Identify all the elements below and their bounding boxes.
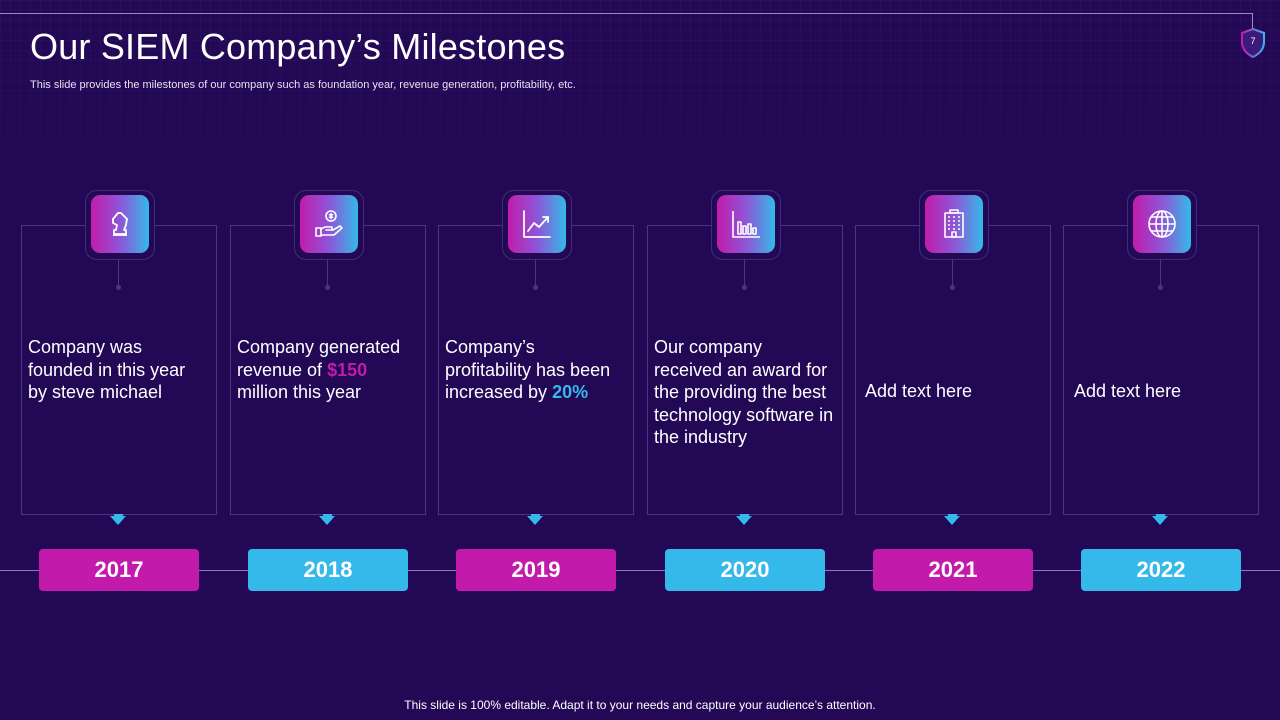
down-arrow-icon	[110, 516, 126, 525]
milestone-2019: Company’s profitability has been increas…	[438, 0, 634, 720]
globe-icon	[1148, 210, 1176, 238]
icon-tile	[508, 195, 566, 253]
milestone-text: Company was founded in this year by stev…	[28, 337, 186, 403]
page-title: Our SIEM Company’s Milestones	[30, 26, 566, 67]
connector-line	[952, 259, 953, 287]
revenue-highlight: $150	[327, 359, 368, 380]
connector-line	[744, 259, 745, 287]
icon-frame	[1127, 190, 1197, 260]
connector-dot	[1158, 285, 1163, 290]
year-label: 2022	[1081, 549, 1241, 591]
timeline-line	[0, 570, 1280, 571]
icon-tile	[925, 195, 983, 253]
milestone-2020: Our company received an award for the pr…	[647, 0, 843, 720]
connector-line	[1160, 259, 1161, 287]
header-rule	[0, 13, 1252, 14]
milestone-text: Company’s profitability has been increas…	[445, 337, 611, 403]
icon-tile	[717, 195, 775, 253]
connector-dot	[950, 285, 955, 290]
year-label: 2020	[665, 549, 825, 591]
milestone-card	[855, 225, 1051, 515]
connector-dot	[533, 285, 538, 290]
milestone-text: Our company received an award for the pr…	[654, 337, 834, 448]
connector-dot	[116, 285, 121, 290]
icon-frame	[502, 190, 572, 260]
icon-frame	[919, 190, 989, 260]
connector-dot	[742, 285, 747, 290]
milestone-card	[1063, 225, 1259, 515]
shield-icon	[1241, 27, 1265, 59]
line-chart-icon	[523, 210, 551, 238]
milestone-text: Add text here	[865, 381, 973, 401]
connector-dot	[325, 285, 330, 290]
page-number: 7	[1250, 36, 1256, 46]
profit-highlight: 20%	[552, 382, 589, 403]
icon-frame	[294, 190, 364, 260]
icon-frame	[85, 190, 155, 260]
footer-note: This slide is 100% editable. Adapt it to…	[404, 698, 876, 712]
milestone-text: Company generated revenue of $150 millio…	[237, 337, 401, 403]
background-pattern	[0, 0, 1280, 250]
connector-line	[327, 259, 328, 287]
icon-frame	[711, 190, 781, 260]
down-arrow-icon	[1152, 516, 1168, 525]
down-arrow-icon	[319, 516, 335, 525]
milestone-2021: Add text here 2021	[855, 0, 1051, 720]
money-hand-icon	[315, 210, 343, 237]
icon-tile	[300, 195, 358, 253]
connector-line	[118, 259, 119, 287]
page-subtitle: This slide provides the milestones of ou…	[30, 79, 576, 91]
icon-tile	[91, 195, 149, 253]
milestone-2022: Add text here 2022	[1063, 0, 1259, 720]
down-arrow-icon	[736, 516, 752, 525]
year-label: 2019	[456, 549, 616, 591]
connector-line	[535, 259, 536, 287]
down-arrow-icon	[527, 516, 543, 525]
milestone-2018: Company generated revenue of $150 millio…	[230, 0, 426, 720]
milestone-text: Add text here	[1074, 381, 1182, 401]
milestone-2017: Company was founded in this year by stev…	[21, 0, 217, 720]
year-label: 2017	[39, 549, 199, 591]
bar-chart-icon	[732, 211, 760, 238]
page-number-badge: 7	[1240, 27, 1266, 59]
chess-knight-icon	[112, 212, 128, 236]
header-rule-drop	[1252, 13, 1253, 31]
building-icon	[944, 209, 964, 238]
year-label: 2021	[873, 549, 1033, 591]
down-arrow-icon	[944, 516, 960, 525]
icon-tile	[1133, 195, 1191, 253]
year-label: 2018	[248, 549, 408, 591]
